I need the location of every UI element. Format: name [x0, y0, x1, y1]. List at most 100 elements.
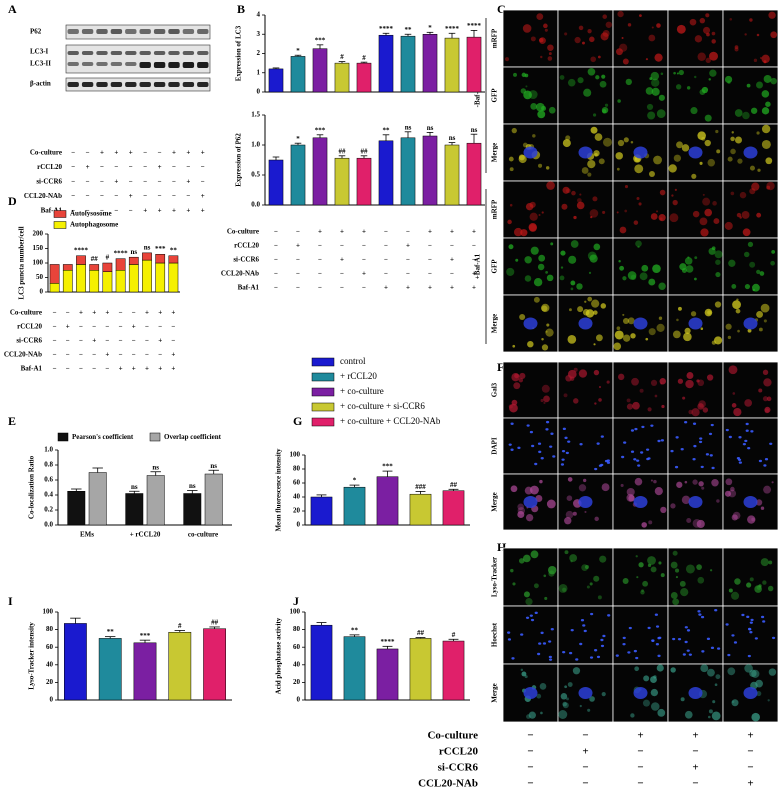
condition-label: Baf-A1	[238, 284, 260, 292]
signal	[742, 111, 750, 120]
bar-segment	[128, 264, 139, 293]
legend-swatch	[53, 221, 67, 229]
legend-label: Overlap coefficient	[164, 433, 222, 441]
row-label: mRFP	[491, 199, 499, 219]
condition-mark: −	[92, 323, 96, 331]
signal	[541, 337, 544, 341]
signal	[684, 257, 693, 265]
bar	[442, 640, 465, 701]
signal	[637, 245, 640, 249]
nucleus	[507, 631, 511, 634]
nucleus	[680, 448, 684, 451]
signal	[569, 554, 578, 562]
nucleus	[529, 430, 534, 434]
condition-mark: −	[318, 242, 322, 250]
bar-segment	[76, 264, 86, 293]
y-axis-label: Mean fluorescence intensity	[275, 448, 283, 532]
signal	[533, 278, 543, 287]
blot-band	[110, 82, 123, 87]
condition-mark: −	[86, 192, 90, 200]
bar	[466, 142, 482, 206]
nucleus	[628, 626, 632, 630]
signal	[619, 265, 625, 271]
row-label: Merge	[491, 314, 499, 333]
condition-mark: −	[296, 228, 300, 236]
condition-mark: +	[637, 730, 643, 742]
y-tick-label: 0.2	[44, 506, 53, 514]
signal	[658, 214, 666, 222]
signal	[656, 109, 666, 118]
signal	[636, 576, 639, 579]
value-annotation: ns	[427, 124, 434, 132]
signal	[704, 208, 713, 217]
signal	[699, 89, 706, 96]
nucleus	[600, 638, 604, 642]
signal	[532, 134, 536, 138]
signal	[538, 254, 546, 262]
y-tick-label: 0.0	[44, 521, 53, 529]
condition-mark: +	[119, 365, 123, 373]
nucleus	[711, 466, 715, 470]
signal	[547, 565, 557, 575]
condition-mark: −	[186, 192, 190, 200]
signal	[587, 296, 593, 302]
condition-label: Co-culture	[227, 228, 259, 236]
signal	[530, 36, 536, 42]
micrograph	[722, 417, 779, 475]
signal	[749, 165, 755, 171]
signal	[622, 276, 627, 281]
condition-mark: −	[119, 337, 123, 345]
nucleus	[733, 641, 738, 644]
signal	[658, 316, 663, 320]
signal	[735, 308, 741, 314]
blot-label: LC3-II	[30, 60, 51, 68]
condition-label: si-CCR6	[233, 256, 259, 264]
nucleus	[633, 496, 648, 508]
condition-mark: −	[318, 256, 322, 264]
signal	[715, 271, 721, 278]
signal	[690, 311, 697, 317]
bar-segment	[142, 252, 152, 261]
signal	[675, 568, 680, 573]
signal	[597, 595, 602, 600]
signal	[746, 582, 752, 588]
signal	[727, 335, 732, 340]
signal	[670, 503, 676, 509]
signal	[731, 699, 739, 707]
condition-mark: +	[132, 323, 136, 331]
nucleus	[523, 687, 538, 699]
condition-mark: +	[171, 309, 175, 317]
signal	[519, 314, 526, 321]
nucleus	[582, 624, 586, 627]
signal	[640, 590, 645, 595]
signal	[525, 85, 528, 88]
nucleus	[570, 628, 574, 632]
condition-mark: +	[472, 270, 476, 278]
condition-mark: −	[340, 270, 344, 278]
row-label: Merge	[491, 683, 499, 702]
signal	[521, 671, 527, 677]
blot-band	[110, 51, 123, 55]
bar	[312, 137, 328, 206]
nucleus	[579, 642, 583, 646]
nucleus	[692, 422, 697, 425]
condition-mark: +	[747, 778, 753, 790]
signal	[708, 709, 713, 714]
condition-mark: −	[527, 730, 533, 742]
nucleus	[580, 619, 585, 622]
signal	[701, 486, 705, 490]
condition-mark: −	[79, 337, 83, 345]
signal	[586, 585, 590, 589]
signal	[602, 14, 608, 19]
legend-swatch	[311, 357, 335, 367]
signal	[576, 201, 585, 210]
nucleus	[510, 448, 514, 451]
signal	[616, 167, 620, 171]
signal	[593, 369, 600, 376]
value-annotation: ##	[91, 255, 99, 263]
signal	[709, 69, 717, 77]
signal	[771, 481, 774, 484]
signal	[704, 308, 713, 317]
value-annotation: ****	[379, 25, 394, 33]
